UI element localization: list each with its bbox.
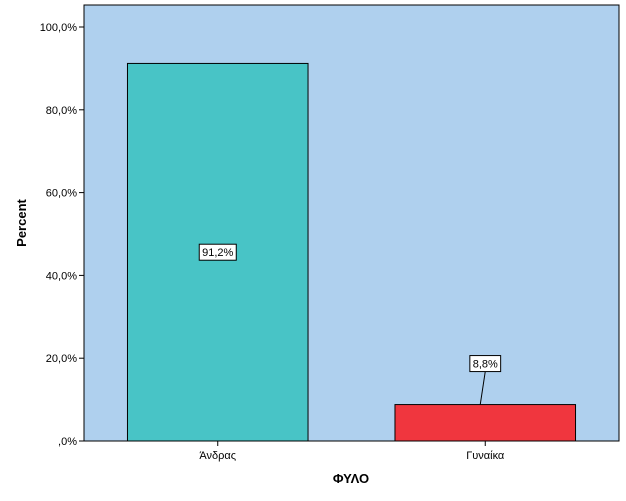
x-axis-title: ΦΥΛΟ (333, 471, 369, 486)
y-axis-title: Percent (14, 198, 29, 246)
x-tick-label: Γυναίκα (466, 450, 505, 462)
data-label: 91,2% (202, 247, 233, 259)
x-axis: Άνδρας Γυναίκα (199, 441, 505, 462)
y-tick-label: 80,0% (46, 105, 77, 117)
bar-2 (394, 404, 577, 442)
data-label-box (469, 355, 502, 373)
y-tick-label: 60,0% (46, 188, 77, 200)
y-tick-label: 100,0% (40, 22, 78, 34)
y-tick-label: 40,0% (46, 270, 77, 282)
data-label: 8,8% (473, 359, 498, 371)
data-label-box (198, 243, 237, 261)
x-tick-label: Άνδρας (199, 450, 236, 462)
data-label-leader (479, 371, 486, 405)
y-tick-label: ,0% (58, 436, 77, 448)
y-tick-label: 20,0% (46, 353, 77, 365)
data-labels: 91,2% 8,8% (198, 243, 502, 405)
y-axis: ,0% 20,0% 40,0% 60,0% 80,0% 100,0% (40, 22, 84, 448)
